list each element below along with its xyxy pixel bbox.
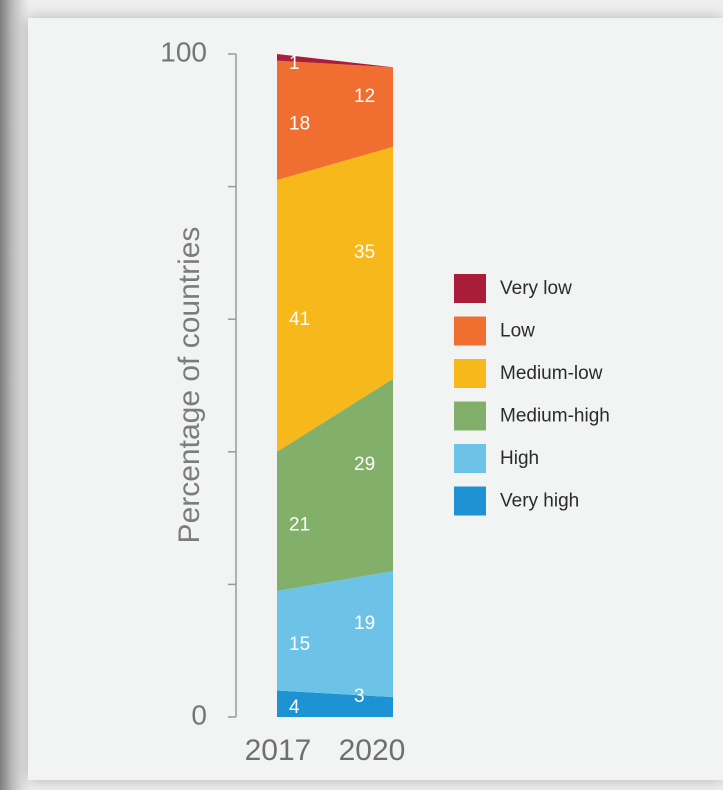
area-medium-high <box>277 378 393 592</box>
data-label-high-2017: 15 <box>289 634 310 655</box>
data-label-medium-low-2020: 35 <box>354 242 375 263</box>
legend-swatch-high <box>454 444 486 473</box>
x-tick-label-2017: 2017 <box>245 734 312 767</box>
legend-item-medium-low: Medium-low <box>454 359 603 388</box>
legend-label-very-low: Very low <box>500 278 572 299</box>
legend-label-high: High <box>500 448 539 469</box>
legend-label-medium-high: Medium-high <box>500 406 610 427</box>
legend: Very low Low Medium-low Medium-high High Very… <box>454 274 610 516</box>
legend-swatch-medium-low <box>454 359 486 388</box>
y-axis <box>228 53 237 718</box>
area-medium-low <box>277 146 393 452</box>
data-label-very-low-2017: 1 <box>289 53 300 74</box>
area-low <box>277 60 393 180</box>
data-label-high-2020: 19 <box>354 613 375 634</box>
x-tick-label-2020: 2020 <box>339 734 406 767</box>
legend-swatch-very-low <box>454 274 486 303</box>
data-label-low-2017: 18 <box>289 113 310 134</box>
legend-item-high: High <box>454 444 539 473</box>
data-label-medium-low-2017: 41 <box>289 309 310 330</box>
legend-swatch-very-high <box>454 486 486 516</box>
data-label-medium-high-2017: 21 <box>289 514 310 535</box>
legend-item-very-high: Very high <box>454 486 579 516</box>
legend-item-medium-high: Medium-high <box>454 401 610 431</box>
data-labels: 4 3 15 19 21 29 41 35 18 12 1 <box>289 53 375 718</box>
data-label-very-high-2020: 3 <box>354 686 365 707</box>
legend-label-low: Low <box>500 321 535 342</box>
area-high <box>277 571 393 698</box>
legend-label-very-high: Very high <box>500 491 579 512</box>
y-tick-label-0: 0 <box>191 699 207 730</box>
data-label-medium-high-2020: 29 <box>354 454 375 475</box>
y-tick-label-100: 100 <box>160 36 207 67</box>
legend-item-low: Low <box>454 316 535 346</box>
chart-areas <box>277 54 393 717</box>
area-very-low <box>277 54 393 68</box>
y-axis-label: Percentage of countries <box>173 227 206 544</box>
data-label-very-high-2017: 4 <box>289 697 300 718</box>
data-label-low-2020: 12 <box>354 86 375 107</box>
area-very-high <box>277 690 393 717</box>
legend-label-medium-low: Medium-low <box>500 363 603 384</box>
legend-item-very-low: Very low <box>454 274 572 303</box>
legend-swatch-medium-high <box>454 401 486 431</box>
legend-swatch-low <box>454 316 486 346</box>
